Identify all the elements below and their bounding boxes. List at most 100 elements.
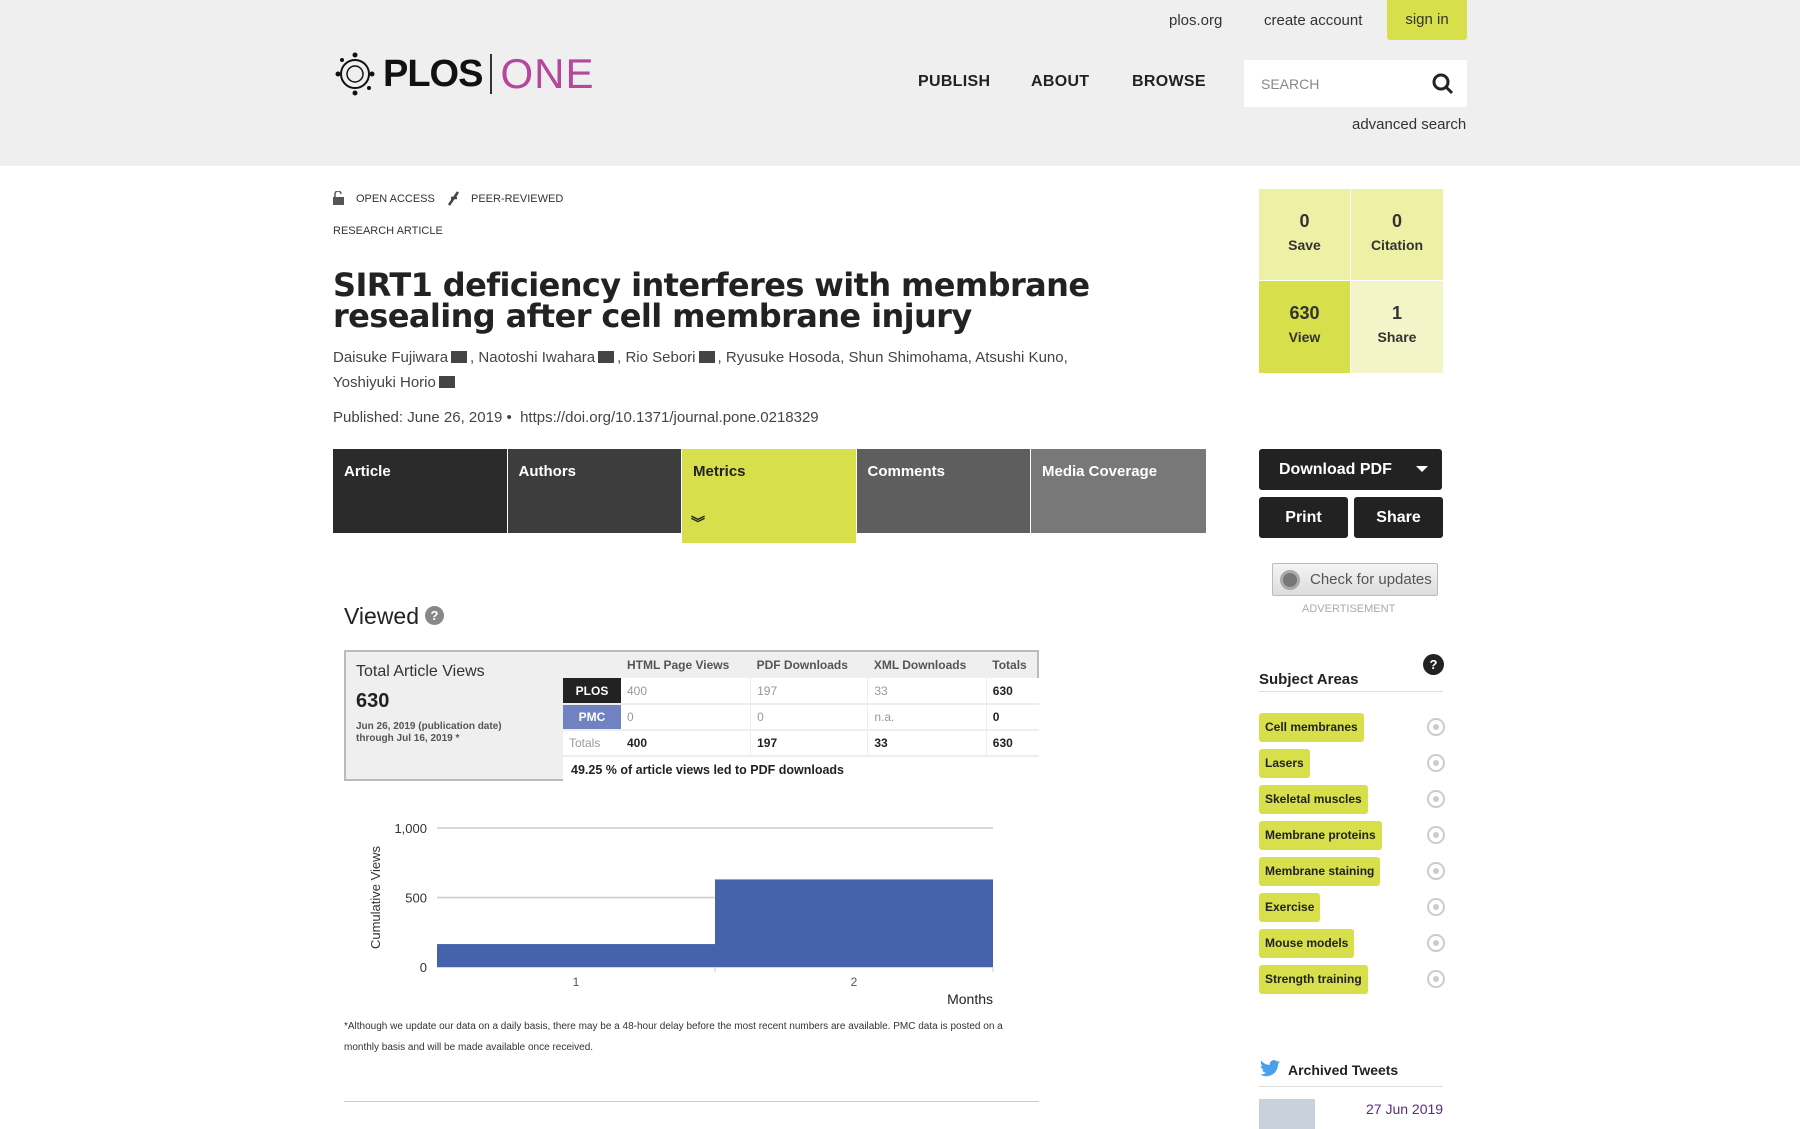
advertisement-label: ADVERTISEMENT <box>1302 603 1396 615</box>
article-type: RESEARCH ARTICLE <box>333 225 443 237</box>
source-pmc: PMC <box>563 704 621 730</box>
equal-contrib-icon <box>698 351 715 363</box>
table-row: PLOS 400 197 33 630 <box>563 678 1039 704</box>
plos-logo-icon <box>335 52 375 96</box>
source-plos: PLOS <box>563 678 621 704</box>
footnote: *Although we update our data on a daily … <box>344 1021 1003 1053</box>
search-input[interactable]: SEARCH <box>1244 60 1467 107</box>
check-for-updates-button[interactable]: Check for updates <box>1272 563 1438 596</box>
double-chevron-down-icon: ︾ <box>691 515 705 531</box>
subject-tag[interactable]: Exercise <box>1259 893 1321 922</box>
cell: 33 <box>867 730 987 756</box>
nav-browse[interactable]: BROWSE <box>1132 73 1206 90</box>
author[interactable]: Yoshiyuki Horio <box>333 374 436 391</box>
subject-tag[interactable]: Skeletal muscles <box>1259 785 1368 814</box>
logo-one-text: ONE <box>500 50 595 97</box>
viewed-heading: Viewed <box>344 603 420 629</box>
subject-tag[interactable]: Mouse models <box>1259 929 1355 958</box>
flag-subject-icon[interactable] <box>1427 754 1445 772</box>
flag-subject-icon[interactable] <box>1427 826 1445 844</box>
download-pdf-label: Download PDF <box>1279 460 1392 478</box>
subject-tag[interactable]: Lasers <box>1259 749 1310 778</box>
column-header: PDF Downloads <box>756 658 848 672</box>
subject-tag[interactable]: Strength training <box>1259 965 1368 994</box>
tab-comments[interactable]: Comments <box>856 449 1031 533</box>
author-list: Daisuke Fujiwara, Naotoshi Iwahara, Rio … <box>333 349 1068 366</box>
metric-citation[interactable]: 0 Citation <box>1351 189 1443 281</box>
tweet-avatar[interactable] <box>1259 1099 1315 1129</box>
share-button[interactable]: Share <box>1354 497 1443 538</box>
bar <box>715 879 993 967</box>
flag-subject-icon[interactable] <box>1427 718 1445 736</box>
doi-link[interactable]: https://doi.org/10.1371/journal.pone.021… <box>520 409 819 426</box>
y-axis-label: Cumulative Views <box>368 845 383 949</box>
caret-down-icon[interactable] <box>1416 466 1428 478</box>
article-metrics-panel: 0 Save 0 Citation 630 View 1 Share <box>1259 189 1443 373</box>
search-placeholder: SEARCH <box>1261 76 1320 92</box>
metric-save[interactable]: 0 Save <box>1259 189 1351 281</box>
tab-metrics-label: Metrics <box>693 463 746 480</box>
subject-tag[interactable]: Membrane staining <box>1259 857 1381 886</box>
help-icon[interactable]: ? <box>425 606 444 625</box>
y-tick-label: 1,000 <box>394 821 427 836</box>
author[interactable]: Daisuke Fujiwara <box>333 349 449 366</box>
table-row: Totals 400 197 33 630 <box>563 730 1039 756</box>
plos-org-link[interactable]: plos.org <box>1169 12 1223 29</box>
y-tick-label: 500 <box>405 891 427 906</box>
cell: 0 <box>750 704 869 730</box>
totals-label: Totals <box>569 736 601 750</box>
subject-areas-heading: Subject Areas <box>1259 671 1359 688</box>
sign-in-button[interactable]: sign in <box>1387 0 1467 40</box>
help-icon[interactable]: ? <box>1423 654 1444 675</box>
author[interactable]: Ryusuke Hosoda <box>725 349 841 366</box>
divider <box>1259 691 1443 692</box>
divider <box>344 1101 1039 1102</box>
author[interactable]: Naotoshi Iwahara <box>478 349 596 366</box>
email-icon[interactable] <box>438 376 455 388</box>
advanced-search-link[interactable]: advanced search <box>1352 116 1467 133</box>
create-account-link[interactable]: create account <box>1264 12 1363 29</box>
metric-share[interactable]: 1 Share <box>1351 281 1443 373</box>
print-button[interactable]: Print <box>1259 497 1348 538</box>
pdf-ratio-text: 49.25 % of article views led to PDF down… <box>571 762 844 777</box>
date-range-start: Jun 26, 2019 (publication date) <box>356 721 502 732</box>
article-tabs: Article Authors Metrics ︾ Comments Media … <box>333 449 1206 543</box>
plos-one-logo[interactable]: PLOS ONE <box>333 50 594 98</box>
divider <box>1259 1086 1443 1087</box>
cell: 0 <box>621 704 752 730</box>
nav-about[interactable]: ABOUT <box>1031 73 1090 90</box>
flag-subject-icon[interactable] <box>1427 790 1445 808</box>
flag-subject-icon[interactable] <box>1427 934 1445 952</box>
tab-media-coverage[interactable]: Media Coverage <box>1031 449 1206 533</box>
flag-subject-icon[interactable] <box>1427 862 1445 880</box>
tab-authors[interactable]: Authors <box>507 449 682 533</box>
site-header: plos.org create account sign in PLOS ONE… <box>0 0 1800 166</box>
logo-divider <box>490 54 493 94</box>
cell: 630 <box>992 736 1013 750</box>
flag-subject-icon[interactable] <box>1427 970 1445 988</box>
unlock-icon <box>333 191 344 205</box>
tweet-date[interactable]: 27 Jun 2019 <box>1366 1101 1444 1117</box>
author[interactable]: Rio Sebori <box>625 349 696 366</box>
cell: 400 <box>621 730 752 756</box>
nav-publish[interactable]: PUBLISH <box>918 73 991 90</box>
crossmark-icon <box>1280 570 1300 590</box>
column-header: HTML Page Views <box>627 658 730 672</box>
bar <box>437 944 715 967</box>
download-pdf-button[interactable]: Download PDF <box>1259 449 1442 490</box>
author[interactable]: Atsushi Kuno <box>975 349 1064 366</box>
publication-info: Published: June 26, 2019 • https://doi.o… <box>333 409 819 426</box>
views-table: HTML Page Views PDF Downloads XML Download… <box>563 652 1039 782</box>
author[interactable]: Shun Shimohama <box>848 349 968 366</box>
column-header: XML Downloads <box>873 658 967 672</box>
cell: 400 <box>621 678 752 704</box>
cell: n.a. <box>867 704 987 730</box>
flag-subject-icon[interactable] <box>1427 898 1445 916</box>
metric-view[interactable]: 630 View <box>1259 281 1351 373</box>
twitter-icon <box>1260 1060 1280 1077</box>
tab-article[interactable]: Article <box>333 449 508 533</box>
subject-tag[interactable]: Cell membranes <box>1259 713 1364 742</box>
tab-metrics[interactable]: Metrics ︾ <box>682 449 857 543</box>
subject-tag[interactable]: Membrane proteins <box>1259 821 1382 850</box>
search-icon[interactable] <box>1432 73 1454 95</box>
